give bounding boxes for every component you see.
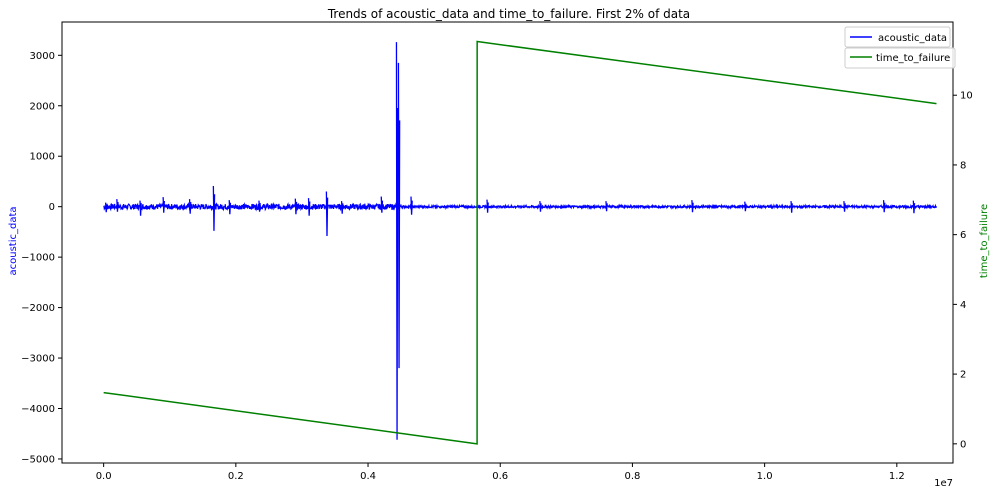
x-tick-label: 0.4 bbox=[360, 471, 376, 482]
x-tick-label: 1.2 bbox=[889, 471, 905, 482]
y-right-tick-label: 0 bbox=[960, 439, 966, 450]
y-axis-right: 0 2 4 6 8 10 bbox=[953, 91, 973, 450]
plot-frame bbox=[61, 21, 954, 464]
acoustic-data-spike bbox=[691, 200, 694, 213]
time-to-failure-line bbox=[103, 40, 937, 445]
legend: acoustic_data time_to_failure bbox=[844, 26, 956, 69]
y-right-tick-label: 10 bbox=[960, 91, 973, 102]
legend-label-acoustic: acoustic_data bbox=[878, 33, 947, 44]
acoustic-data-spike bbox=[912, 200, 916, 214]
x-scale-note: 1e7 bbox=[934, 478, 953, 489]
acoustic-data-spike bbox=[340, 201, 344, 214]
y-left-tick-label: 2000 bbox=[30, 101, 55, 112]
acoustic-data-spike bbox=[212, 185, 216, 231]
acoustic-data-spike bbox=[397, 62, 401, 369]
acoustic-data-spike bbox=[410, 196, 413, 215]
x-tick-label: 1.0 bbox=[757, 471, 773, 482]
acoustic-data-spike bbox=[486, 199, 489, 213]
acoustic-data-spike bbox=[790, 201, 793, 213]
y-right-tick-label: 4 bbox=[960, 300, 966, 311]
acoustic-data-spike bbox=[294, 198, 298, 215]
plot-series bbox=[103, 40, 938, 445]
legend-label-ttf: time_to_failure bbox=[876, 53, 950, 64]
chart-title: Trends of acoustic_data and time_to_fail… bbox=[327, 7, 690, 21]
acoustic-data-spike bbox=[104, 202, 108, 213]
y-left-tick-label: −1000 bbox=[21, 253, 55, 264]
legend-box-2 bbox=[844, 47, 956, 69]
y-left-tick-label: −5000 bbox=[21, 454, 55, 465]
acoustic-data-spike bbox=[539, 201, 542, 212]
x-tick-label: 0.0 bbox=[96, 471, 112, 482]
acoustic-data-spike bbox=[258, 200, 261, 212]
y-left-tick-label: −4000 bbox=[21, 404, 55, 415]
acoustic-data-spike bbox=[882, 200, 886, 213]
y-right-tick-label: 8 bbox=[960, 160, 966, 171]
acoustic-data-spike bbox=[325, 191, 329, 236]
y-left-tick-label: 3000 bbox=[30, 51, 55, 62]
y-axis-left: −5000 −4000 −3000 −2000 −1000 0 1000 2000 3000 bbox=[21, 51, 62, 465]
y-left-tick-label: −2000 bbox=[21, 303, 55, 314]
plot-frame-rect bbox=[61, 21, 954, 464]
legend-box-1 bbox=[844, 26, 951, 48]
acoustic-data-spike bbox=[116, 199, 119, 212]
acoustic-data-spike bbox=[605, 201, 608, 212]
x-tick-label: 0.8 bbox=[624, 471, 640, 482]
acoustic-data-line bbox=[103, 201, 938, 212]
y-right-label: time_to_failure bbox=[979, 204, 990, 278]
y-left-tick-label: 0 bbox=[49, 202, 55, 213]
acoustic-data-spike bbox=[395, 42, 399, 440]
acoustic-data-spike bbox=[162, 197, 165, 213]
y-left-tick-label: −3000 bbox=[21, 354, 55, 365]
acoustic-data-spike bbox=[139, 200, 142, 216]
y-left-tick-label: 1000 bbox=[30, 152, 55, 163]
acoustic-data-spike bbox=[380, 196, 384, 213]
acoustic-data-spike bbox=[843, 201, 846, 212]
x-axis: 0.0 0.2 0.4 0.6 0.8 1.0 1.2 bbox=[96, 463, 905, 482]
y-left-label: acoustic_data bbox=[8, 206, 19, 275]
y-right-tick-label: 6 bbox=[960, 230, 966, 241]
acoustic-data-spike bbox=[228, 200, 232, 215]
y-right-tick-label: 2 bbox=[960, 370, 966, 381]
acoustic-data-spike bbox=[744, 201, 747, 212]
x-tick-label: 0.2 bbox=[228, 471, 244, 482]
acoustic-data-spike bbox=[307, 198, 311, 216]
x-tick-label: 0.6 bbox=[492, 471, 508, 482]
acoustic-data-spike bbox=[188, 199, 192, 214]
